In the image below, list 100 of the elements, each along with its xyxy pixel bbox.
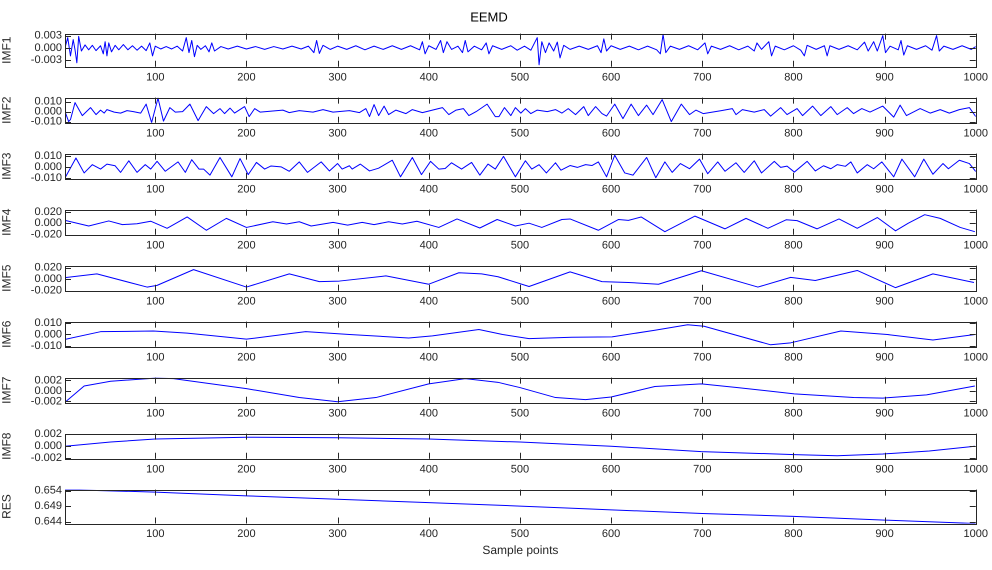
x-tick-label: 1000 [964, 407, 988, 420]
x-tick-label: 700 [693, 351, 712, 364]
y-axis-title: IMF6 [0, 320, 14, 348]
x-tick-label: 200 [237, 407, 256, 420]
x-tick-label: 100 [146, 71, 164, 84]
x-tick-label: 700 [693, 407, 712, 420]
y-tick-label: 0.002 [34, 374, 62, 386]
x-tick-label: 400 [420, 295, 438, 308]
x-tick-label: 1000 [964, 351, 988, 364]
x-tick-label: 300 [328, 463, 347, 476]
y-tick-label: 0.010 [34, 96, 62, 108]
x-tick-label: 500 [510, 71, 530, 84]
y-tick-label: 0.010 [34, 150, 62, 162]
x-tick-label: 300 [328, 127, 347, 140]
x-tick-label: 1000 [964, 71, 988, 84]
x-tick-label: 200 [237, 183, 256, 196]
x-tick-label: 300 [328, 407, 347, 420]
x-tick-label: 900 [875, 295, 894, 308]
y-tick-label: -0.010 [30, 172, 62, 184]
y-axis-title: IMF4 [0, 208, 14, 236]
x-tick-label: 1000 [964, 127, 988, 140]
y-tick-label: 0.649 [34, 500, 62, 512]
x-tick-label: 900 [875, 351, 894, 364]
y-tick-label: 0.000 [34, 106, 62, 118]
x-tick-label: 900 [875, 183, 894, 196]
x-tick-label: 600 [602, 295, 620, 308]
x-tick-label: 700 [693, 127, 712, 140]
x-tick-label: 700 [693, 239, 712, 252]
x-tick-label: 900 [875, 528, 894, 540]
y-tick-label: -0.020 [30, 228, 62, 241]
x-tick-label: 800 [784, 351, 803, 364]
y-tick-label: 0.644 [34, 516, 62, 528]
x-tick-label: 800 [784, 463, 803, 476]
y-tick-label: -0.003 [30, 54, 62, 66]
x-tick-label: 500 [510, 127, 530, 140]
x-tick-label: 200 [237, 239, 256, 252]
x-tick-label: 800 [784, 407, 803, 420]
x-tick-label: 200 [237, 528, 256, 540]
x-tick-label: 700 [693, 463, 712, 476]
chart-title: EEMD [470, 9, 508, 24]
x-tick-label: 300 [328, 183, 347, 196]
x-tick-label: 200 [237, 127, 256, 140]
y-tick-label: 0.020 [34, 206, 62, 218]
x-tick-label: 600 [602, 239, 620, 252]
y-tick-label: 0.000 [34, 273, 62, 286]
x-tick-label: 900 [875, 71, 894, 84]
y-tick-label: 0.002 [34, 428, 62, 440]
x-tick-label: 100 [146, 127, 164, 140]
y-tick-label: 0.000 [34, 328, 62, 341]
x-tick-label: 1000 [964, 463, 988, 476]
x-tick-label: 900 [875, 407, 894, 420]
y-tick-label: 0.000 [34, 160, 62, 173]
x-tick-label: 500 [510, 528, 530, 540]
y-axis-title: RES [0, 494, 14, 519]
x-tick-label: 400 [420, 71, 438, 84]
y-axis-title: IMF5 [0, 264, 14, 292]
y-tick-label: -0.002 [30, 395, 62, 408]
x-tick-label: 800 [784, 183, 803, 196]
y-tick-label: 0.003 [34, 30, 62, 42]
x-tick-label: 500 [510, 183, 530, 196]
x-tick-label: 300 [328, 351, 347, 364]
x-tick-label: 800 [784, 239, 803, 252]
x-tick-label: 100 [146, 407, 164, 420]
x-tick-label: 500 [510, 351, 530, 364]
x-tick-label: 800 [784, 295, 803, 308]
x-tick-label: 600 [602, 463, 620, 476]
y-tick-label: 0.654 [34, 484, 62, 497]
x-tick-label: 400 [420, 463, 438, 476]
x-tick-label: 700 [693, 528, 712, 540]
y-tick-label: 0.000 [34, 440, 62, 452]
x-tick-label: 500 [510, 463, 530, 476]
x-tick-label: 1000 [964, 528, 988, 540]
x-tick-label: 100 [146, 183, 164, 196]
x-tick-label: 100 [146, 463, 164, 476]
x-tick-label: 600 [602, 183, 620, 196]
y-tick-label: 0.020 [34, 262, 62, 274]
y-axis-title: IMF3 [0, 152, 14, 180]
y-tick-label: 0.000 [34, 384, 62, 397]
x-tick-label: 200 [237, 351, 256, 364]
x-tick-label: 400 [420, 239, 438, 252]
y-tick-label: 0.010 [34, 316, 62, 329]
y-tick-label: -0.010 [30, 340, 62, 352]
y-tick-label: 0.000 [34, 42, 62, 54]
x-tick-label: 100 [146, 528, 164, 540]
x-tick-label: 500 [510, 407, 530, 420]
x-tick-label: 300 [328, 239, 347, 252]
x-tick-label: 100 [146, 239, 164, 252]
y-tick-label: 0.000 [34, 217, 62, 230]
x-tick-label: 900 [875, 239, 894, 252]
x-tick-label: 600 [602, 71, 620, 84]
x-tick-label: 900 [875, 463, 894, 476]
x-tick-label: 200 [237, 295, 256, 308]
x-tick-label: 1000 [964, 183, 988, 196]
x-tick-label: 700 [693, 183, 712, 196]
y-tick-label: -0.010 [30, 116, 62, 128]
x-tick-label: 800 [784, 71, 803, 84]
x-tick-label: 200 [237, 463, 256, 476]
x-tick-label: 100 [146, 351, 164, 364]
x-tick-label: 400 [420, 351, 438, 364]
x-tick-label: 1000 [964, 295, 988, 308]
